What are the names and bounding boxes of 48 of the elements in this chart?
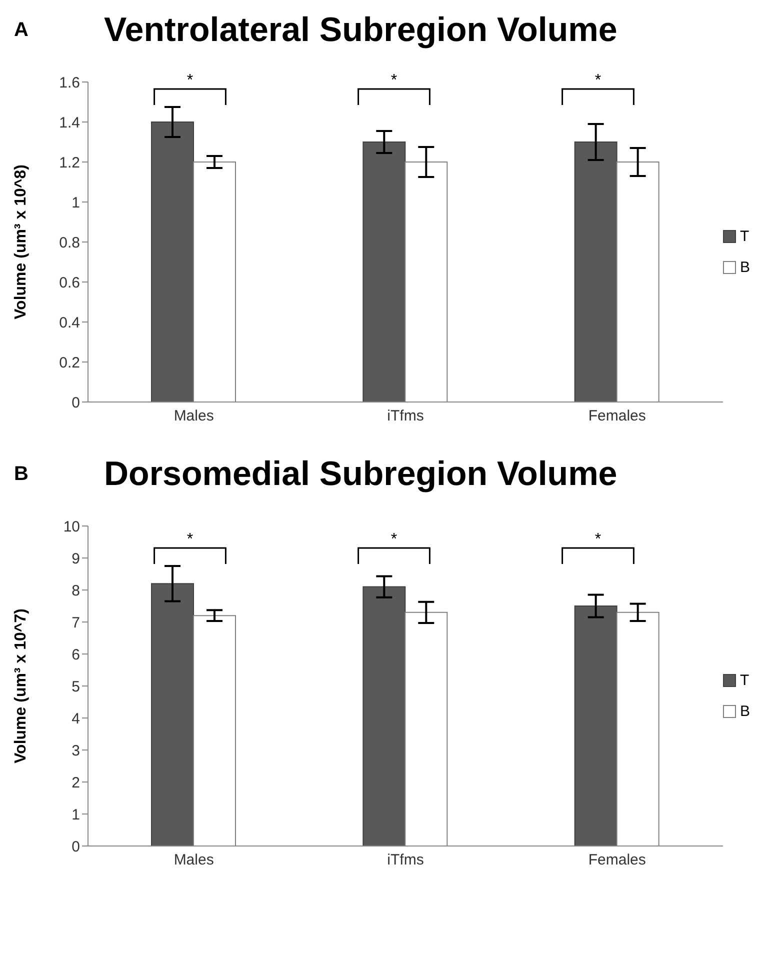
y-tick-label: 0 (72, 394, 80, 412)
y-tick-label: 7 (72, 614, 80, 632)
x-tick-label: Males (174, 408, 214, 425)
y-tick-label: 6 (72, 646, 80, 664)
y-axis-title: Volume (um³ x 10^7) (12, 608, 30, 764)
x-tick-label: Males (174, 852, 214, 869)
text: A (13, 18, 30, 42)
chart-title: Ventrolateral Subregion Volume (104, 10, 618, 50)
annotation: * (594, 531, 602, 548)
y-tick-label: 2 (72, 774, 80, 792)
legend-label: B (740, 259, 750, 276)
x-tick-label: iTfms (387, 408, 424, 425)
annotation: * (390, 72, 398, 89)
text: B (13, 462, 30, 486)
y-tick-label: 9 (72, 550, 80, 568)
y-tick-label: 0.6 (59, 274, 80, 292)
bar (151, 122, 194, 402)
y-tick-label: 1.4 (59, 114, 80, 132)
y-tick-label: 5 (72, 678, 80, 696)
x-tick-label: Females (588, 408, 646, 425)
annotation: * (594, 72, 602, 89)
y-tick-label: 3 (72, 742, 80, 760)
y-tick-label: 1 (72, 194, 80, 212)
y-tick-label: 1.6 (59, 74, 80, 92)
y-tick-label: 8 (72, 582, 80, 600)
legend-label: B (740, 703, 750, 720)
bar (362, 142, 406, 402)
y-tick-label: 0 (72, 838, 80, 856)
y-tick-label: 0.2 (59, 354, 80, 372)
annotation: * (186, 72, 194, 89)
legend-label: T (740, 672, 750, 689)
y-axis-title: Volume (um³ x 10^8) (12, 164, 30, 320)
bar (362, 586, 406, 846)
y-tick-label: 0.8 (59, 234, 80, 252)
y-tick-label: 1.2 (59, 154, 80, 172)
y-tick-label: 1 (72, 806, 80, 824)
bar (151, 583, 194, 846)
y-tick-label: 10 (63, 518, 80, 536)
x-tick-label: Females (588, 852, 646, 869)
bar (574, 142, 618, 402)
annotation: * (186, 531, 194, 548)
chart-title: Dorsomedial Subregion Volume (104, 454, 618, 494)
annotation: * (390, 531, 398, 548)
bar (574, 606, 618, 846)
x-tick-label: iTfms (387, 852, 424, 869)
legend-label: T (740, 228, 750, 245)
y-tick-label: 0.4 (59, 314, 80, 332)
y-tick-label: 4 (72, 710, 80, 728)
